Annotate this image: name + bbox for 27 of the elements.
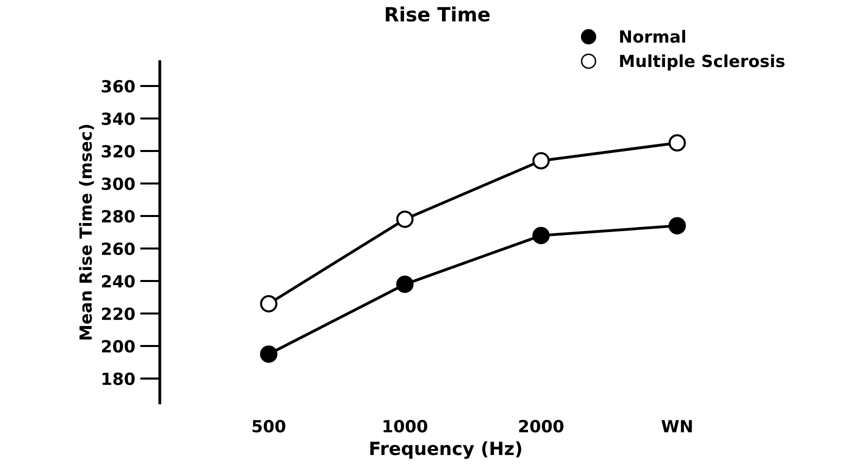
point	[532, 152, 550, 170]
point	[396, 210, 414, 228]
point	[260, 295, 278, 312]
point	[260, 345, 278, 363]
y-tick-label: 320	[102, 144, 135, 158]
x-tick-label: WN	[662, 420, 692, 432]
y-tick-label: 240	[102, 274, 135, 288]
x-axis-title: Frequency (Hz)	[370, 441, 522, 459]
chart-title: Rise Time	[386, 6, 490, 22]
x-tick-label: 500	[252, 420, 286, 432]
y-tick-label: 220	[102, 307, 135, 320]
point	[668, 217, 686, 234]
y-tick-label: 340	[102, 112, 135, 126]
x-tick-label: 1000	[384, 420, 428, 432]
y-tick-label: 200	[102, 340, 135, 353]
legend-label: Multiple Sclerosis	[620, 54, 785, 71]
legend-label: Normal	[620, 30, 686, 43]
y-axis-title: Mean Rise Time (msec)	[79, 124, 94, 340]
point	[668, 134, 686, 152]
y-tick-label: 260	[102, 242, 135, 256]
y-tick-label: 280	[102, 210, 135, 223]
y-tick-label: 300	[102, 177, 135, 190]
y-tick-label: 180	[102, 372, 135, 386]
y-tick-label: 360	[102, 80, 135, 93]
point	[396, 276, 414, 293]
point	[532, 226, 550, 244]
x-tick-label: 2000	[519, 420, 564, 432]
